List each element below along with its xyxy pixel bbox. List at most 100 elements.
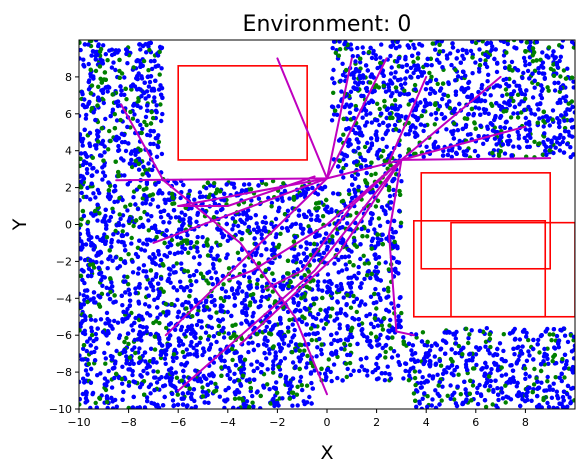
data-point-green	[470, 383, 476, 388]
data-point-green	[251, 292, 256, 297]
data-point-blue	[252, 299, 258, 304]
data-point-blue	[417, 369, 422, 374]
data-point-blue	[561, 398, 566, 403]
data-point-blue	[377, 295, 383, 301]
data-point-green	[123, 204, 128, 209]
data-point-blue	[340, 240, 345, 245]
data-point-blue	[282, 334, 287, 339]
data-point-blue	[254, 359, 260, 364]
data-point-blue	[356, 270, 361, 276]
data-point-blue	[351, 299, 357, 305]
data-point-blue	[265, 338, 270, 344]
data-point-blue	[109, 385, 115, 390]
data-point-blue	[122, 92, 127, 98]
data-point-blue	[219, 286, 225, 291]
data-point-blue	[246, 208, 251, 213]
data-point-blue	[173, 327, 178, 332]
data-point-blue	[96, 43, 101, 49]
data-point-blue	[179, 210, 184, 215]
data-point-green	[545, 379, 550, 384]
data-point-blue	[379, 111, 384, 116]
data-point-blue	[105, 89, 110, 94]
data-point-blue	[314, 354, 319, 359]
data-point-blue	[231, 223, 236, 228]
data-point-green	[157, 49, 162, 55]
data-point-green	[137, 184, 142, 190]
data-point-blue	[132, 112, 137, 117]
data-point-blue	[355, 341, 360, 347]
data-point-green	[510, 68, 515, 73]
data-point-blue	[263, 335, 268, 340]
data-point-blue	[515, 67, 520, 73]
data-point-blue	[244, 319, 250, 325]
data-point-green	[425, 394, 430, 399]
data-point-blue	[390, 235, 396, 240]
data-point-blue	[112, 375, 117, 381]
data-point-blue	[428, 359, 433, 364]
data-point-blue	[297, 359, 302, 364]
data-point-green	[142, 392, 147, 397]
data-point-blue	[97, 98, 102, 103]
data-point-blue	[511, 111, 516, 116]
data-point-blue	[306, 332, 312, 337]
data-point-blue	[391, 187, 396, 193]
data-point-blue	[388, 71, 394, 76]
data-point-blue	[127, 303, 133, 308]
data-point-green	[169, 191, 175, 197]
data-point-blue	[166, 336, 171, 341]
data-point-blue	[525, 144, 530, 150]
data-point-green	[531, 382, 537, 387]
data-point-blue	[569, 117, 575, 123]
data-point-blue	[194, 348, 199, 354]
data-point-blue	[508, 397, 514, 402]
data-point-blue	[233, 363, 239, 368]
data-point-blue	[185, 233, 190, 238]
data-point-blue	[538, 101, 543, 107]
data-point-blue	[231, 292, 237, 297]
data-point-blue	[188, 241, 193, 246]
data-point-blue	[453, 336, 458, 341]
data-point-green	[248, 187, 254, 192]
data-point-green	[398, 220, 404, 225]
data-point-green	[105, 58, 110, 63]
data-point-blue	[293, 254, 299, 260]
data-point-blue	[154, 103, 159, 108]
data-point-blue	[329, 118, 335, 123]
data-point-green	[174, 261, 179, 266]
data-point-blue	[290, 360, 296, 365]
data-point-blue	[173, 215, 179, 220]
data-point-blue	[495, 61, 500, 66]
data-point-green	[226, 266, 232, 271]
data-point-blue	[274, 380, 279, 385]
data-point-blue	[105, 405, 110, 409]
data-point-blue	[244, 217, 250, 222]
data-point-blue	[279, 329, 284, 335]
data-point-blue	[390, 91, 395, 96]
data-point-green	[129, 164, 135, 170]
data-point-blue	[517, 337, 523, 342]
data-point-blue	[380, 345, 385, 351]
data-point-blue	[395, 353, 401, 358]
data-point-blue	[312, 258, 317, 263]
data-point-green	[215, 187, 220, 192]
data-point-blue	[559, 371, 564, 376]
data-point-blue	[242, 182, 247, 187]
data-point-blue	[88, 366, 94, 372]
data-point-blue	[209, 299, 215, 305]
data-point-blue	[212, 201, 218, 206]
data-point-blue	[158, 215, 164, 220]
data-point-blue	[162, 232, 167, 237]
data-point-blue	[227, 369, 232, 374]
data-point-blue	[247, 377, 252, 382]
data-point-blue	[408, 65, 414, 71]
data-point-blue	[88, 317, 94, 322]
data-point-blue	[560, 139, 565, 145]
data-point-blue	[143, 302, 148, 307]
data-point-blue	[510, 368, 516, 373]
data-point-blue	[194, 245, 200, 250]
data-point-blue	[138, 122, 143, 128]
data-point-blue	[491, 389, 496, 394]
data-point-blue	[79, 357, 84, 362]
data-point-blue	[246, 224, 252, 230]
data-point-blue	[251, 270, 257, 276]
